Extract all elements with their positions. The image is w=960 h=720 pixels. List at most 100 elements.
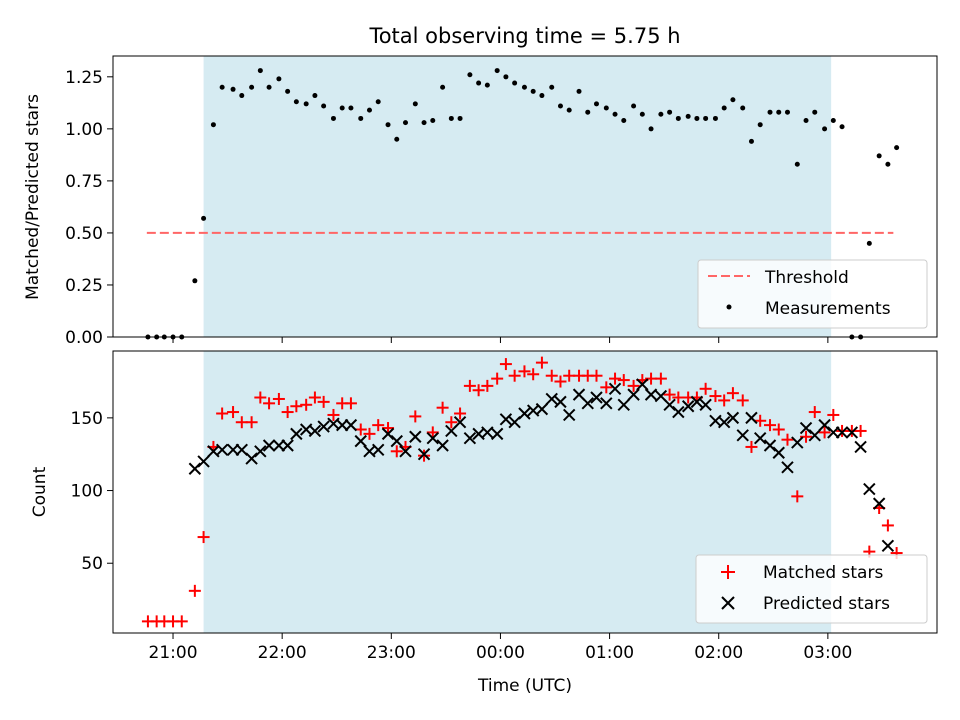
measurement-point xyxy=(430,118,436,124)
predicted-star-point xyxy=(644,388,658,401)
measurement-point xyxy=(339,105,345,111)
x-tick-label: 03:00 xyxy=(803,643,852,663)
x-tick-label: 01:00 xyxy=(585,643,634,663)
panel-top-frame xyxy=(112,55,938,338)
x-tick-label: 00:00 xyxy=(476,643,525,663)
measurement-point xyxy=(512,80,518,86)
matched-star-point xyxy=(617,374,630,387)
matched-star-point xyxy=(175,615,188,628)
predicted-star-point xyxy=(390,434,403,448)
measurement-point xyxy=(539,93,545,99)
matched-star-point xyxy=(354,423,367,436)
predicted-star-point xyxy=(481,426,494,439)
predicted-star-point xyxy=(726,411,740,425)
matched-star-point xyxy=(245,416,258,429)
panel-top: 0.00 0.25 0.50 0.75 1.00 1.25 Matched/Predict… xyxy=(23,55,938,348)
panel-bottom-frame xyxy=(112,350,938,634)
matched-star-point xyxy=(390,445,403,458)
measurement-point xyxy=(667,109,673,115)
measurement-point xyxy=(257,68,263,74)
measurement-point xyxy=(402,120,408,126)
legend-matched-swatch xyxy=(721,565,735,579)
y-tick-label: 150 xyxy=(71,409,103,429)
y-tick-label: 0.25 xyxy=(65,276,103,296)
measurement-point xyxy=(566,107,572,113)
measurement-point xyxy=(593,101,599,107)
measurement-point xyxy=(394,136,400,142)
measurement-point xyxy=(685,113,691,119)
predicted-star-point xyxy=(436,439,449,452)
measurement-point xyxy=(249,84,255,90)
measurement-point xyxy=(276,76,282,82)
measurement-point xyxy=(576,88,582,94)
measurement-point xyxy=(312,93,318,99)
predicted-star-point xyxy=(590,391,603,404)
legend-predicted-label: Predicted stars xyxy=(763,594,890,614)
matched-star-point xyxy=(363,427,376,440)
measurement-point xyxy=(740,105,746,111)
matched-star-point xyxy=(197,531,210,544)
x-tick-label: 22:00 xyxy=(258,643,307,663)
predicted-star-point xyxy=(197,455,210,468)
predicted-star-point xyxy=(681,400,695,413)
matched-star-point xyxy=(627,379,640,392)
matched-star-point xyxy=(300,398,313,411)
measurement-point xyxy=(648,126,654,132)
measurement-point xyxy=(757,122,763,128)
measurement-point xyxy=(484,82,490,88)
matched-star-point xyxy=(254,391,267,404)
measurement-point xyxy=(303,101,309,107)
matched-star-point xyxy=(726,387,739,400)
matched-star-point xyxy=(781,433,794,446)
y-axis-label-top: Matched/Predicted stars xyxy=(23,94,43,300)
measurement-point xyxy=(366,107,372,113)
measurement-point xyxy=(476,80,482,86)
predicted-star-point xyxy=(717,416,731,429)
y-tick-label: 1.00 xyxy=(65,120,103,140)
matched-star-point xyxy=(290,400,303,413)
matched-star-point xyxy=(709,390,722,403)
matched-star-point xyxy=(754,414,767,427)
measurement-point xyxy=(219,84,225,90)
predicted-star-point xyxy=(490,427,504,441)
matched-star-point xyxy=(445,416,458,429)
y-axis-label-bottom: Count xyxy=(30,466,50,517)
predicted-star-point xyxy=(863,482,876,496)
measurement-point xyxy=(503,74,509,80)
predicted-star-point xyxy=(545,392,558,406)
matched-star-point xyxy=(518,365,531,378)
matched-star-point xyxy=(263,397,276,410)
matched-star-point xyxy=(281,406,294,419)
matched-star-point xyxy=(436,401,449,414)
measurement-point xyxy=(894,145,900,151)
predicted-star-point xyxy=(453,416,467,429)
matched-star-point xyxy=(372,419,385,432)
y-tick-label: 0.00 xyxy=(65,328,103,348)
matched-star-point xyxy=(418,449,431,462)
x-axis-label: Time (UTC) xyxy=(477,676,572,696)
measurement-point xyxy=(694,115,700,121)
predicted-star-point xyxy=(818,418,831,432)
matched-star-point xyxy=(317,395,330,408)
x-tick-label: 21:00 xyxy=(149,643,198,663)
predicted-star-point xyxy=(262,439,276,452)
predicted-star-point xyxy=(344,418,358,432)
matched-star-point xyxy=(499,358,512,371)
measurement-point xyxy=(375,99,381,105)
matched-star-point xyxy=(609,372,622,385)
measurement-point xyxy=(885,161,891,167)
measurement-point xyxy=(467,72,473,78)
predicted-star-point xyxy=(554,395,567,409)
legend-threshold-label: Threshold xyxy=(764,268,849,288)
predicted-star-point xyxy=(215,443,229,457)
predicted-star-point xyxy=(290,427,303,441)
predicted-star-point xyxy=(772,446,785,459)
predicted-star-point xyxy=(699,398,712,411)
matched-star-point xyxy=(327,408,340,421)
measurement-point xyxy=(721,105,727,111)
matched-star-point xyxy=(590,369,603,382)
panel-bottom: 50 100 150 21:00 22:00 23:00 00:00 01:00 02:00 0… xyxy=(30,350,938,696)
predicted-star-point xyxy=(508,416,521,429)
predicted-star-point xyxy=(835,426,849,439)
y-tick-label: 100 xyxy=(71,482,103,502)
